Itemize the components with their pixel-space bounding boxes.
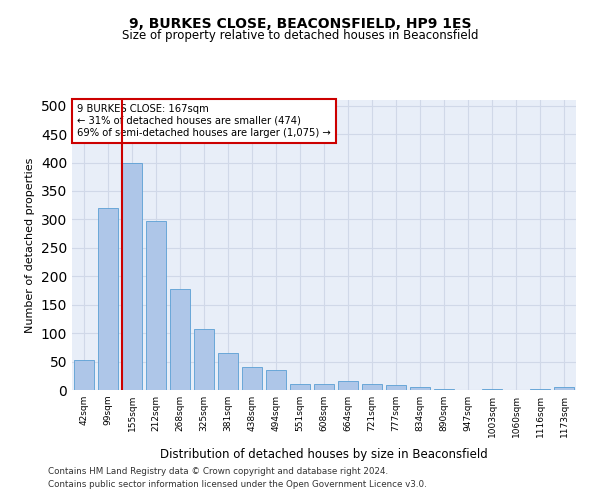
- Text: Size of property relative to detached houses in Beaconsfield: Size of property relative to detached ho…: [122, 29, 478, 42]
- X-axis label: Distribution of detached houses by size in Beaconsfield: Distribution of detached houses by size …: [160, 448, 488, 461]
- Bar: [530, 389, 550, 390]
- Bar: [242, 368, 262, 390]
- Bar: [434, 389, 454, 390]
- Bar: [218, 353, 238, 390]
- Bar: [122, 162, 142, 390]
- Text: Contains HM Land Registry data © Crown copyright and database right 2024.: Contains HM Land Registry data © Crown c…: [48, 467, 388, 476]
- Text: Contains public sector information licensed under the Open Government Licence v3: Contains public sector information licen…: [48, 480, 427, 489]
- Bar: [74, 360, 94, 390]
- Bar: [410, 387, 430, 390]
- Bar: [170, 290, 190, 390]
- Bar: [290, 384, 310, 390]
- Bar: [338, 382, 358, 390]
- Bar: [98, 208, 118, 390]
- Text: 9 BURKES CLOSE: 167sqm
← 31% of detached houses are smaller (474)
69% of semi-de: 9 BURKES CLOSE: 167sqm ← 31% of detached…: [77, 104, 331, 138]
- Bar: [266, 370, 286, 390]
- Bar: [146, 221, 166, 390]
- Bar: [194, 328, 214, 390]
- Bar: [362, 384, 382, 390]
- Bar: [554, 387, 574, 390]
- Y-axis label: Number of detached properties: Number of detached properties: [25, 158, 35, 332]
- Bar: [314, 384, 334, 390]
- Bar: [482, 389, 502, 390]
- Bar: [386, 386, 406, 390]
- Text: 9, BURKES CLOSE, BEACONSFIELD, HP9 1ES: 9, BURKES CLOSE, BEACONSFIELD, HP9 1ES: [129, 18, 471, 32]
